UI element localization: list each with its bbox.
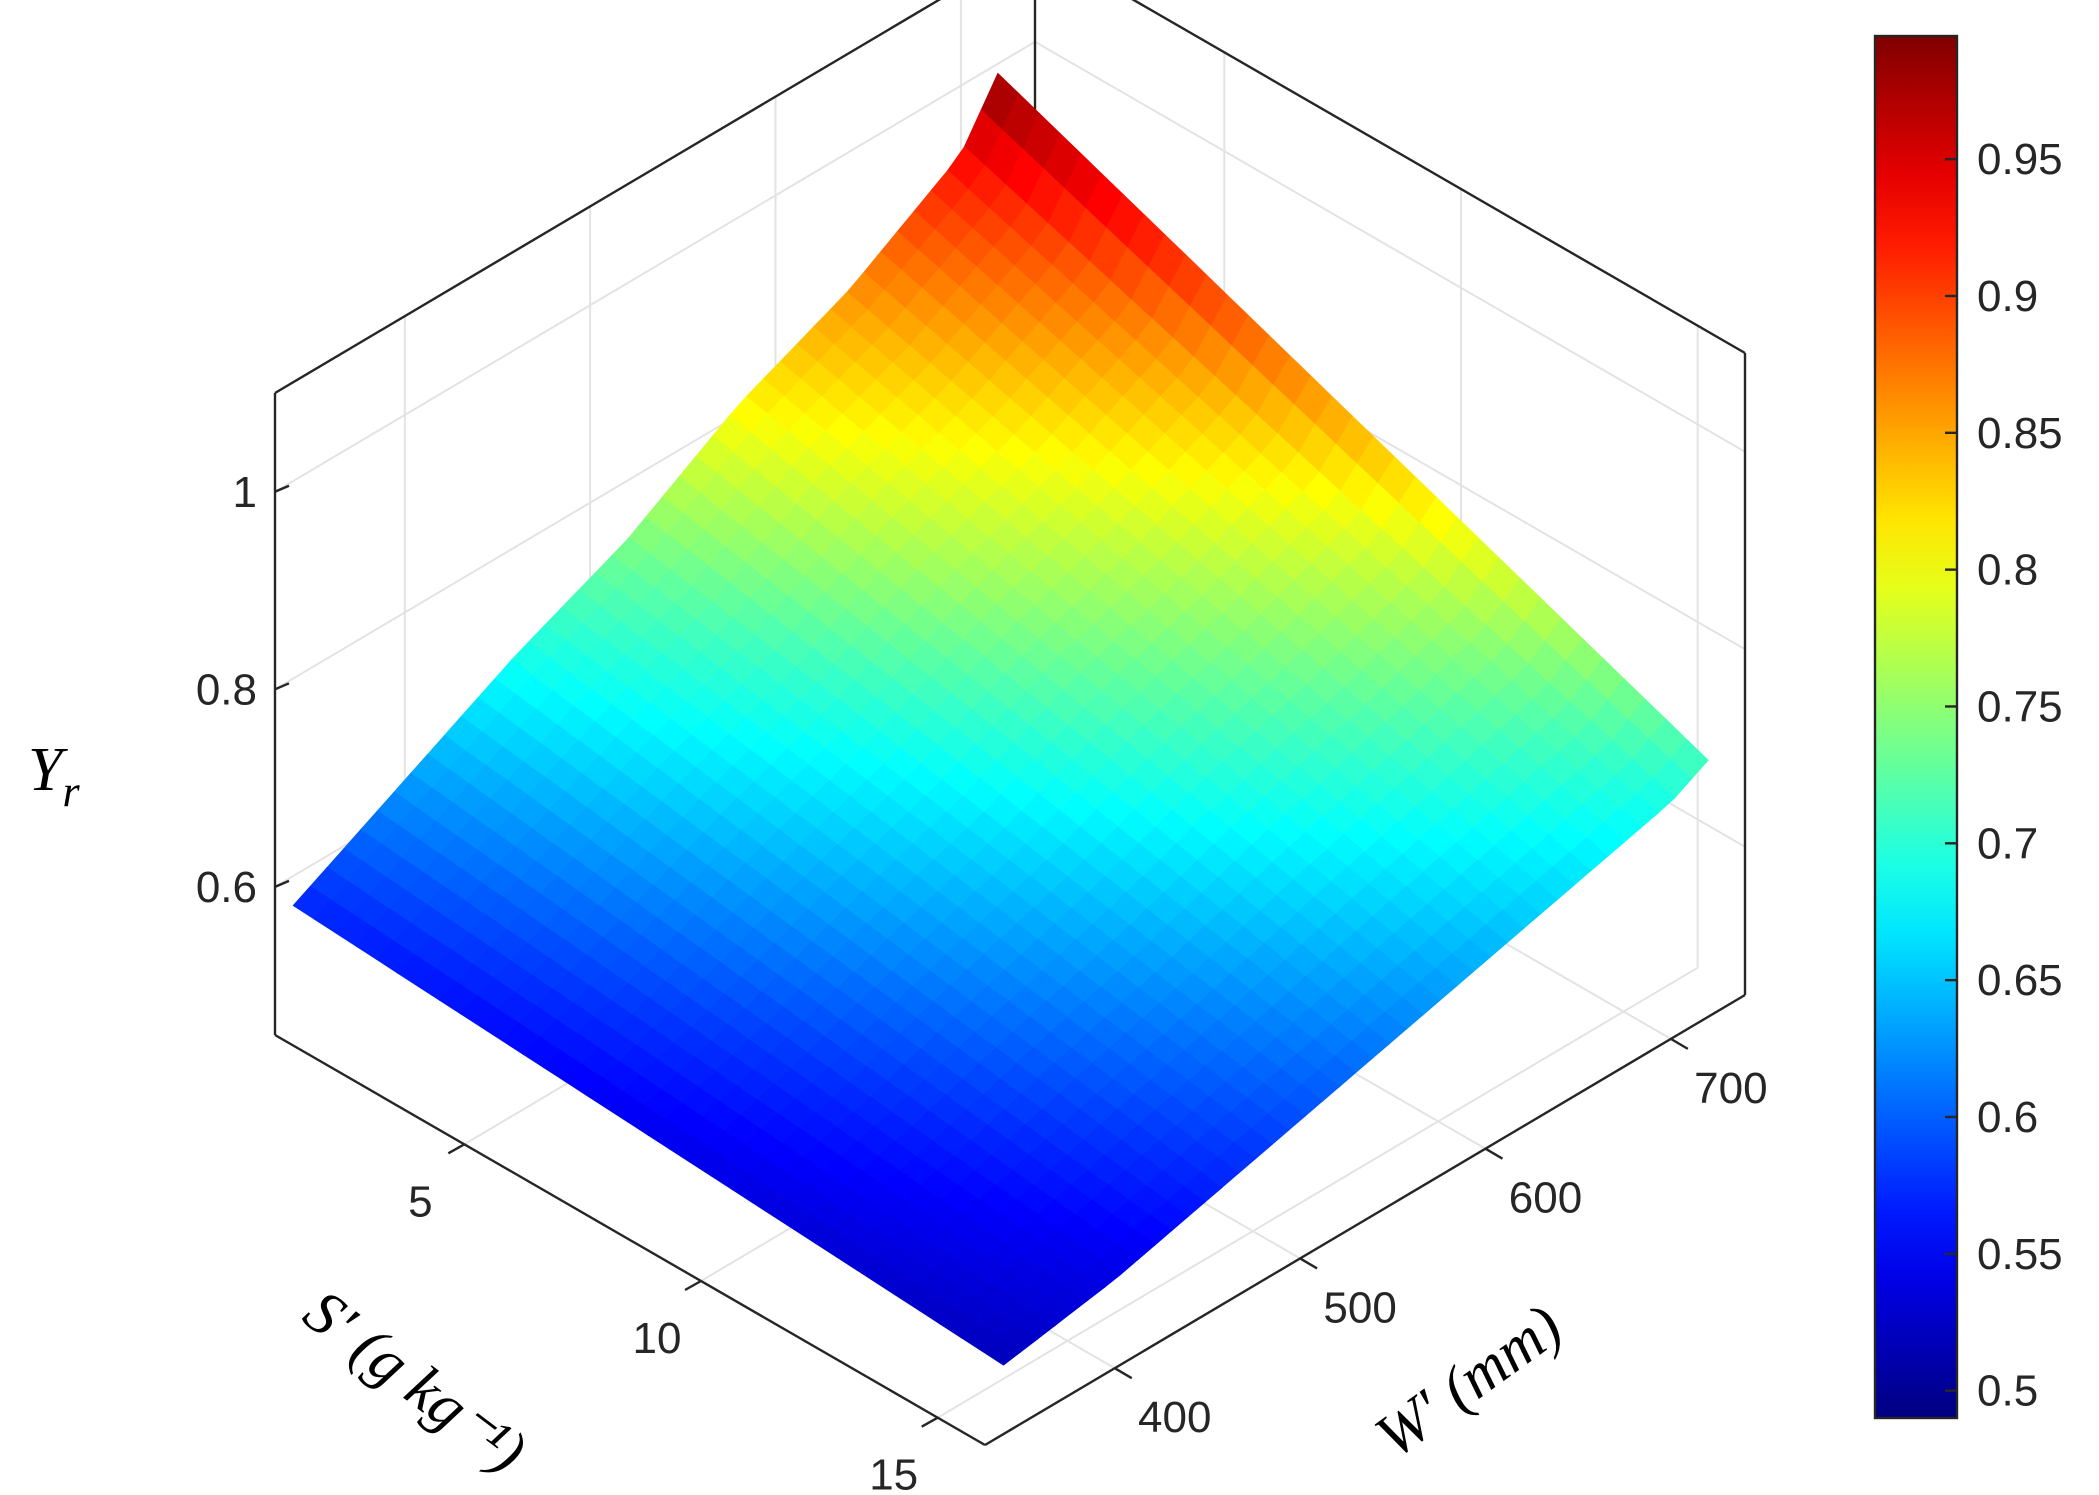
colorbar: 0.5 0.55 0.6 0.65 0.7 0.75 0.8 0.85 0.9 0.95 [1873,34,2063,1420]
colorbar-tick-label: 0.85 [1977,409,2063,458]
z-axis-label: Yr [28,736,80,816]
surface [292,72,1709,1366]
w-tick-label: 700 [1694,1064,1767,1113]
w-tick-mark [1670,1037,1689,1050]
colorbar-tick-label: 0.9 [1977,272,2038,321]
axis-ticks [274,484,1689,1428]
colorbar-tick-label: 0.75 [1977,682,2063,731]
colorbar-tick-label: 0.8 [1977,546,2038,595]
s-tick-mark [684,1279,702,1292]
s-tick-label: 10 [633,1314,682,1363]
axes-front-edge [984,993,1746,1447]
z-tick-label: 0.8 [196,665,257,714]
w-tick-mark [1484,1147,1504,1160]
z-tick-label: 0.6 [196,863,257,912]
w-tick-label: 400 [1138,1393,1211,1442]
colorbar-bar [1873,34,1959,1420]
colorbar-tick-label: 0.95 [1977,135,2063,184]
s-tick-mark [447,1143,465,1155]
colorbar-tick-label: 0.65 [1977,956,2063,1005]
z-tick-label: 1 [233,468,257,517]
w-tick-mark [1299,1257,1318,1270]
surface-patch [981,1337,1022,1366]
z-tick-mark [274,682,290,691]
axes-box-edge [274,0,942,395]
x-axis-label: S′ (g kg⁻¹) [292,1277,539,1486]
z-tick-mark [274,484,290,493]
s-tick-label: 5 [408,1177,432,1226]
s-tick-mark [921,1416,939,1428]
w-tick-label: 500 [1323,1283,1396,1332]
w-tick-label: 600 [1509,1174,1582,1223]
colorbar-tick-label: 0.5 [1977,1367,2038,1416]
s-tick-label: 15 [869,1451,918,1495]
w-tick-mark [1114,1367,1133,1380]
colorbar-tick-label: 0.6 [1977,1093,2038,1142]
z-tick-mark [274,879,290,888]
axes-front-edges [274,993,1746,1447]
s-gridline [937,325,1699,1419]
colorbar-tick-label: 0.55 [1977,1230,2063,1279]
colorbar-tick-label: 0.7 [1977,819,2038,868]
axes-front-edge [274,1033,986,1447]
axes-box-edge [1131,0,1746,355]
